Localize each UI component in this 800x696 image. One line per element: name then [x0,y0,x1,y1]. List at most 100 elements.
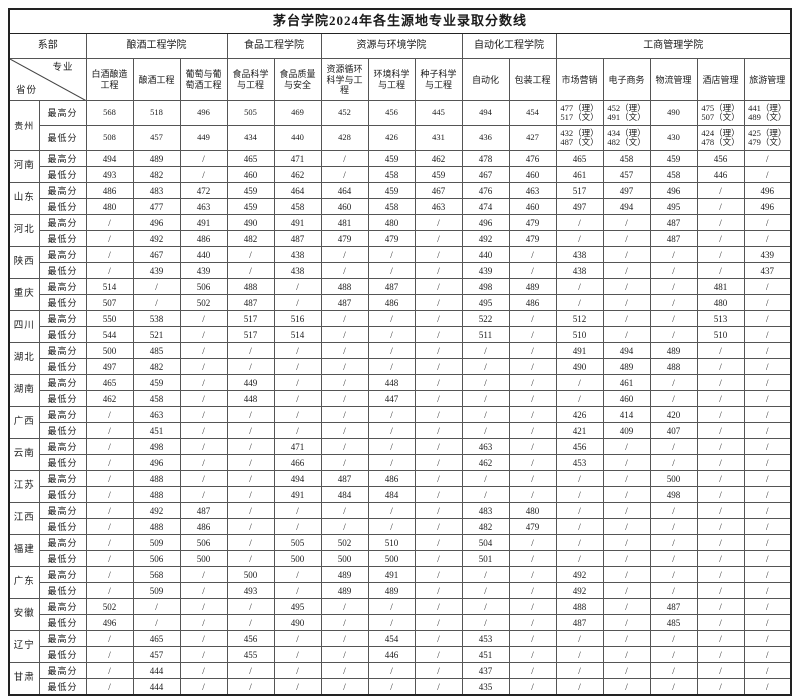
score-cell: 493 [85,166,134,184]
score-cell: 489 [320,566,369,584]
score-cell: 458 [649,166,698,184]
page-title: 茅台学院2024年各生源地专业录取分数线 [8,8,792,34]
row-type-label-min: 最低分 [38,166,87,184]
score-cell: 458 [367,166,416,184]
score-cell: / [555,470,604,488]
score-cell: / [508,246,557,264]
major-header: 白酒酿造工程 [85,57,134,102]
score-cell: 462 [461,454,510,472]
score-cell: / [273,566,322,584]
score-cell: 459 [226,198,275,216]
score-cell: / [602,326,651,344]
province-max-row: 云南 最高分/498//471///463/456// / / [8,438,792,472]
score-cell: / [696,566,745,584]
score-cell: 452（理） 491（文） [602,100,651,127]
score-cell: 506 [179,534,228,552]
score-cell: 471 [273,438,322,456]
score-cell: / [85,438,134,456]
score-cell: / [555,646,604,664]
score-cell: 492 [132,502,181,520]
score-cell: 496 [132,214,181,232]
score-cell: / [85,550,134,568]
score-cell: / [508,422,557,440]
row-type-label-min: 最低分 [38,518,87,536]
score-cell: 435 [461,678,510,696]
score-cell: 479 [508,214,557,232]
score-cell: 440 [273,125,322,152]
score-cell: 445 [414,100,463,127]
score-cell: / [367,678,416,696]
score-cell: / [649,326,698,344]
score-cell: 485 [649,614,698,632]
province-label: 河南 [8,150,40,184]
score-cell: / [508,582,557,600]
score-cell: 494 [273,470,322,488]
score-cell: / [555,486,604,504]
score-cell: 497 [85,358,134,376]
score-cell: / [414,598,463,616]
score-cell: / [367,614,416,632]
score-cell: / [743,662,792,680]
score-cell: / [179,326,228,344]
score-cell: / [696,518,745,536]
score-cell: / [85,534,134,552]
score-cell: 453 [555,454,604,472]
row-type-label-min: 最低分 [38,326,87,344]
row-type-label-max: 最高分 [38,278,87,296]
major-header: 种子科学与工程 [414,57,463,102]
score-cell: 457 [132,646,181,664]
score-cell: 517 [226,326,275,344]
score-cell: / [461,374,510,392]
score-cell: 431 [414,125,463,152]
score-cell: / [743,390,792,408]
score-cell: / [602,230,651,248]
score-cell: / [602,262,651,280]
row-type-label-max: 最高分 [38,598,87,616]
score-cell: / [85,662,134,680]
score-cell: 500 [649,470,698,488]
row-type-label-min: 最低分 [38,390,87,408]
college-header: 资源与环境学院 [320,33,463,59]
score-cell: 491 [179,214,228,232]
score-cell: / [414,582,463,600]
college-header: 食品工程学院 [226,33,322,59]
score-cell: / [320,166,369,184]
score-cell: / [273,662,322,680]
score-cell: / [743,310,792,328]
score-cell: 449 [179,125,228,152]
score-cell: 497 [602,182,651,200]
score-cell: 487 [273,230,322,248]
score-cell: 460 [320,198,369,216]
score-cell: / [696,374,745,392]
score-cell: 477 [132,198,181,216]
province-max-row: 重庆 最高分 514/506 488/488 487/498 489///481/ [8,278,792,312]
score-cell: 487 [555,614,604,632]
score-cell: / [649,566,698,584]
score-cell: 497 [555,198,604,216]
score-cell: 510 [696,326,745,344]
score-cell: / [414,438,463,456]
score-cell: / [602,582,651,600]
score-cell: 465 [85,374,134,392]
score-cell: / [602,534,651,552]
score-cell: / [367,422,416,440]
score-cell: / [226,614,275,632]
score-cell: / [414,246,463,264]
score-cell: / [226,534,275,552]
score-cell: 494 [602,342,651,360]
score-cell: / [226,454,275,472]
score-cell: / [696,470,745,488]
score-cell: 487 [649,230,698,248]
row-type-label-min: 最低分 [38,550,87,568]
score-cell: / [320,630,369,648]
score-cell: / [85,422,134,440]
province-max-row: 河北 最高分/496 491 490 491 481 480/496 479//487// [8,214,792,248]
score-cell: / [226,486,275,504]
score-cell: 493 [226,582,275,600]
score-cell: / [696,454,745,472]
score-cell: / [508,598,557,616]
score-cell: 465 [226,150,275,168]
dept-header: 系部 [8,33,87,59]
score-cell: / [649,438,698,456]
province-label: 四川 [8,310,40,344]
